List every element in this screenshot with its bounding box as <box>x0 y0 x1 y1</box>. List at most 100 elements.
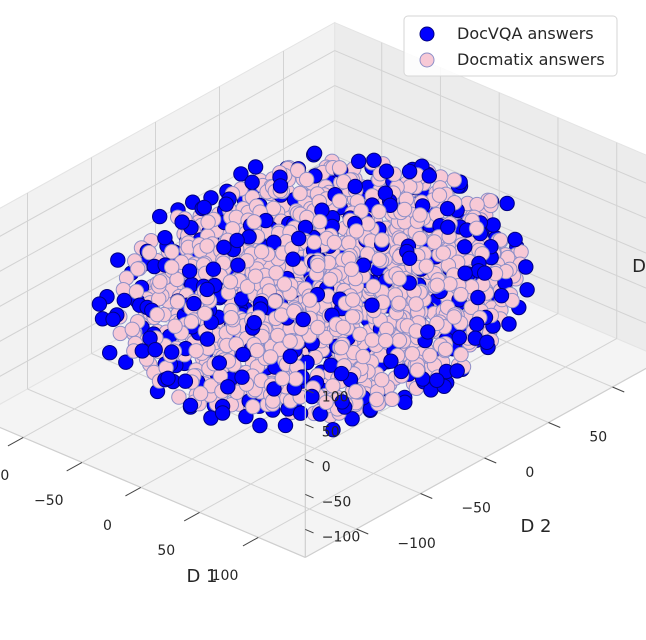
point-docmatix <box>371 251 387 268</box>
point-docmatix <box>171 389 187 405</box>
point-docvqa <box>160 370 176 386</box>
y-tick-mark <box>548 422 561 428</box>
point-docmatix <box>353 203 369 219</box>
point-docmatix <box>312 213 328 230</box>
point-docvqa <box>252 417 268 434</box>
point-docvqa <box>266 381 282 397</box>
point-docmatix <box>412 230 428 247</box>
point-docmatix <box>446 309 462 325</box>
point-docvqa <box>199 281 215 298</box>
point-docvqa <box>291 230 307 247</box>
point-docmatix <box>164 259 180 275</box>
point-docmatix <box>239 279 256 295</box>
z-tick-label: −50 <box>322 494 352 510</box>
z-axis-label: D <box>632 256 646 277</box>
y-tick-label: 0 <box>525 465 534 481</box>
point-docmatix <box>345 292 361 308</box>
point-docvqa <box>334 394 350 410</box>
point-docvqa <box>429 372 445 388</box>
point-docmatix <box>437 341 454 357</box>
point-docvqa <box>216 239 232 256</box>
legend-marker-docmatix <box>419 52 435 68</box>
y-tick-mark <box>356 528 369 535</box>
point-docmatix <box>331 160 348 176</box>
z-tick-mark <box>305 423 314 429</box>
point-docmatix <box>391 332 408 349</box>
point-docvqa <box>451 329 467 346</box>
point-docmatix <box>192 385 209 402</box>
point-docvqa <box>470 289 486 306</box>
point-docmatix <box>302 292 318 308</box>
point-docmatix <box>431 187 448 203</box>
point-docvqa <box>499 195 515 212</box>
point-docvqa <box>479 334 495 350</box>
grid-line-z <box>0 50 335 237</box>
z-tick-label: 0 <box>322 459 331 475</box>
point-docmatix <box>409 362 426 378</box>
x-axis-label: D 1 <box>186 566 217 587</box>
point-docmatix <box>288 371 304 387</box>
point-docvqa <box>199 331 216 347</box>
point-docmatix <box>331 193 348 209</box>
point-docmatix <box>299 171 315 188</box>
z-tick-mark <box>305 458 314 464</box>
legend-box <box>403 15 618 77</box>
y-tick-label: −100 <box>397 536 435 552</box>
point-docvqa <box>230 257 246 273</box>
point-docmatix <box>435 245 451 261</box>
point-docvqa <box>105 311 121 327</box>
point-docvqa <box>91 296 108 312</box>
point-docvqa <box>325 422 341 438</box>
point-docmatix <box>246 214 262 230</box>
point-docvqa <box>244 174 260 191</box>
point-docvqa <box>118 354 134 370</box>
point-docmatix <box>274 370 291 387</box>
point-docvqa <box>152 208 168 225</box>
point-docmatix <box>326 234 343 251</box>
legend-marker-docvqa <box>419 26 435 42</box>
point-docvqa <box>366 152 382 169</box>
point-docmatix <box>343 261 360 277</box>
point-docmatix <box>378 332 394 349</box>
point-docmatix <box>318 329 334 346</box>
legend-label-docmatix: Docmatix answers <box>457 50 605 69</box>
x-tick-label: 100 <box>212 568 239 584</box>
point-docmatix <box>267 293 283 309</box>
point-docmatix <box>365 278 381 294</box>
point-docvqa <box>347 178 363 195</box>
point-docmatix <box>335 319 351 335</box>
x-tick-mark <box>183 511 200 522</box>
legend-label-docvqa: DocVQA answers <box>457 24 594 43</box>
point-docmatix <box>152 274 168 290</box>
point-docvqa <box>211 355 228 371</box>
point-docvqa <box>177 373 194 389</box>
point-docmatix <box>442 276 458 292</box>
point-docvqa <box>233 166 249 182</box>
y-tick-mark <box>612 386 625 393</box>
point-docmatix <box>325 378 341 394</box>
point-docvqa <box>364 297 380 313</box>
point-docvqa <box>457 265 473 281</box>
point-docvqa <box>421 168 437 184</box>
point-docvqa <box>304 388 320 405</box>
x-tick-mark <box>7 436 24 447</box>
point-docmatix <box>265 200 282 217</box>
x-tick-label: 50 <box>157 543 175 559</box>
point-docvqa <box>182 397 199 414</box>
point-docvqa <box>306 145 323 162</box>
point-docvqa <box>351 153 367 170</box>
y-axis-label: D 2 <box>520 516 551 537</box>
point-docvqa <box>378 163 395 179</box>
x-tick-label: −50 <box>34 493 64 509</box>
point-docmatix <box>188 343 204 359</box>
point-docmatix <box>368 391 385 408</box>
point-docmatix <box>396 201 413 218</box>
point-docvqa <box>196 199 212 216</box>
point-docvqa <box>493 288 510 304</box>
point-docmatix <box>384 391 400 407</box>
point-docmatix <box>422 347 438 364</box>
point-docvqa <box>277 417 294 434</box>
point-docvqa <box>440 219 456 235</box>
y-tick-label: −50 <box>461 501 491 517</box>
